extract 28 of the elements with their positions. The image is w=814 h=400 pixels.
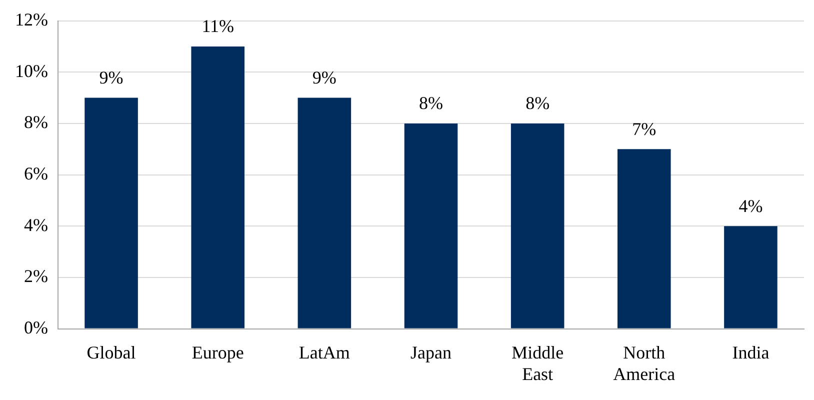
x-tick-label: Japan: [410, 342, 452, 362]
y-tick-label: 4%: [24, 214, 48, 235]
y-tick-label: 8%: [24, 112, 48, 132]
data-label: 9%: [312, 68, 336, 88]
y-tick-label: 12%: [14, 10, 48, 30]
y-tick-label: 6%: [24, 164, 48, 184]
data-label: 4%: [738, 196, 763, 216]
x-tick-label: North America: [613, 342, 676, 384]
data-label: 7%: [632, 118, 656, 139]
x-tick-label: India: [732, 342, 770, 362]
y-tick-label: 10%: [14, 60, 48, 81]
data-label: 8%: [418, 93, 443, 114]
bar: [84, 98, 138, 328]
y-tick-label: 0%: [24, 318, 48, 338]
bar: [404, 123, 458, 328]
y-tick-label: 2%: [24, 266, 48, 286]
x-tick-label: Middle East: [512, 342, 564, 384]
bar: [298, 98, 352, 328]
x-tick-label: LatAm: [298, 342, 350, 362]
x-tick-label: Europe: [192, 342, 244, 362]
bar: [724, 226, 778, 328]
x-tick-label: Global: [86, 342, 136, 362]
bar: [191, 46, 244, 328]
bar: [618, 149, 671, 328]
data-label: 11%: [202, 16, 234, 36]
data-label: 8%: [526, 93, 550, 114]
data-label: 9%: [99, 68, 124, 88]
bar: [510, 123, 564, 328]
